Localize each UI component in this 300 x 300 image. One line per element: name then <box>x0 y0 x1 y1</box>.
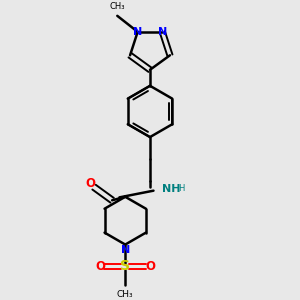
Text: O: O <box>145 260 155 273</box>
Text: O: O <box>85 177 96 190</box>
Text: NH: NH <box>162 184 181 194</box>
Text: N: N <box>121 245 130 255</box>
Text: CH₃: CH₃ <box>117 290 134 299</box>
Text: O: O <box>95 260 105 273</box>
Text: N: N <box>133 27 142 37</box>
Text: CH₃: CH₃ <box>110 2 125 10</box>
Text: H: H <box>178 184 184 193</box>
Text: S: S <box>120 260 130 273</box>
Text: N: N <box>158 27 167 37</box>
